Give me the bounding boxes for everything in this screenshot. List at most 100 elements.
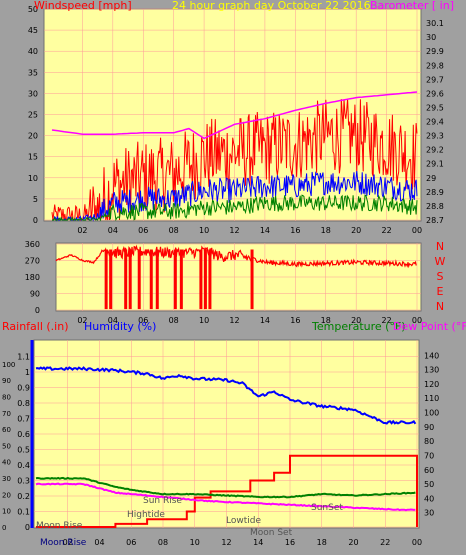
direction-x-axis: 02 04 06 08 10 12 14 16 18 20 22 00 <box>77 316 422 325</box>
sunset-annotation: SunSet <box>311 503 343 513</box>
direction-x-tick: 12 <box>229 316 239 325</box>
wind-x-tick: 14 <box>260 226 270 235</box>
humidity-y-tick: 0 <box>2 524 6 532</box>
temperature-label: Temperature (°F) <box>311 320 406 333</box>
rain-x-tick: 18 <box>317 538 327 547</box>
barometer-y-tick: 29.2 <box>426 146 444 155</box>
temperature-y-tick: 60 <box>424 466 434 475</box>
wind-y-tick: 20 <box>28 132 38 141</box>
direction-y-tick: 90 <box>30 290 40 299</box>
direction-y-tick: 360 <box>25 240 40 249</box>
wind-x-tick: 02 <box>77 226 87 235</box>
rain-x-tick: 16 <box>285 538 295 547</box>
temperature-y-tick: 70 <box>424 451 434 460</box>
rain-y-tick: 0.2 <box>17 492 30 501</box>
temperature-y-tick: 30 <box>424 509 434 518</box>
direction-spike <box>199 249 203 310</box>
direction-spike <box>179 249 183 310</box>
temperature-y-tick: 130 <box>424 366 439 375</box>
wind-x-tick: 18 <box>321 226 331 235</box>
rain-y-axis: 0 0.1 0.2 0.3 0.4 0.5 0.6 0.7 0.8 0.9 1 1.1 <box>17 353 30 533</box>
barometer-y-tick: 29.9 <box>426 47 444 56</box>
direction-y-tick: 0 <box>35 306 40 315</box>
wind-y-tick: 50 <box>28 5 38 14</box>
windspeed-label: Windspeed [mph] <box>34 0 132 12</box>
rain-y-tick: 0.1 <box>17 508 30 517</box>
rain-x-tick: 06 <box>126 538 136 547</box>
wind-x-tick: 12 <box>229 226 239 235</box>
barometer-y-axis: 28.7 28.8 28.9 29 29.1 29.2 29.3 29.4 29.5 29.6 29… <box>426 19 444 225</box>
temperature-y-tick: 110 <box>424 394 439 403</box>
barometer-y-tick: 28.7 <box>426 216 444 225</box>
direction-x-tick: 02 <box>77 316 87 325</box>
rain-y-tick: 0 <box>25 523 30 532</box>
wind-y-tick: 15 <box>28 153 38 162</box>
sunrise-annotation: Sun Rise <box>143 496 182 506</box>
temperature-y-tick: 90 <box>424 423 434 432</box>
temperature-series <box>35 476 416 499</box>
temperature-y-tick: 140 <box>424 351 439 360</box>
rain-y-tick: 0.3 <box>17 477 30 486</box>
direction-x-tick: 08 <box>169 316 179 325</box>
wind-y-tick: 30 <box>28 89 38 98</box>
rain-y-tick: 0.8 <box>17 399 30 408</box>
rain-x-tick: 04 <box>94 538 104 547</box>
direction-y-axis: 0 90 180 270 360 <box>25 240 40 315</box>
wind-x-tick: 20 <box>351 226 361 235</box>
direction-trace <box>55 244 417 269</box>
dewpoint-series <box>35 482 416 512</box>
direction-spike <box>203 249 207 310</box>
humidity-y-tick: 10 <box>2 508 11 516</box>
humidity-y-tick: 80 <box>2 393 11 401</box>
direction-spike <box>149 249 153 310</box>
rain-y-tick: 1.1 <box>17 353 30 362</box>
barometer-y-tick: 28.9 <box>426 188 444 197</box>
wind-y-tick: 40 <box>28 47 38 56</box>
direction-x-tick: 00 <box>412 316 422 325</box>
wind-y-tick: 0 <box>33 216 38 225</box>
compass-letter: N <box>436 300 444 313</box>
barometer-y-tick: 30 <box>426 33 436 42</box>
barometer-y-tick: 29.4 <box>426 118 444 127</box>
temperature-y-tick: 50 <box>424 480 434 489</box>
direction-y-tick: 180 <box>25 273 40 282</box>
temperature-y-tick: 80 <box>424 437 434 446</box>
barometer-y-tick: 28.8 <box>426 202 444 211</box>
moonrise-annotation: Moon Rise <box>36 521 83 531</box>
wind-avg-green-series <box>52 194 418 222</box>
barometer-y-tick: 30.1 <box>426 19 444 28</box>
humidity-y-tick: 60 <box>2 426 11 434</box>
rain-x-tick: 02 <box>63 538 73 547</box>
rain-y-tick: 1 <box>25 368 30 377</box>
direction-x-tick: 10 <box>199 316 209 325</box>
compass-letter: E <box>437 285 444 298</box>
rainfall-series <box>36 454 418 528</box>
direction-x-tick: 04 <box>108 316 118 325</box>
direction-x-tick: 06 <box>138 316 148 325</box>
direction-x-tick: 20 <box>351 316 361 325</box>
barometer-series <box>51 91 418 140</box>
humidity-y-axis: 0 10 20 30 40 50 60 70 80 90 100 <box>2 361 15 532</box>
direction-x-tick: 16 <box>290 316 300 325</box>
wind-y-tick: 10 <box>28 174 38 183</box>
compass-letter: N <box>436 240 444 253</box>
wind-y-axis: 0 5 10 15 20 25 30 35 40 45 50 <box>28 5 38 225</box>
wind-avg-blue-series <box>52 170 418 222</box>
temperature-y-tick: 40 <box>424 494 434 503</box>
direction-spike <box>128 249 132 310</box>
rain-x-tick: 14 <box>253 538 263 547</box>
wind-x-tick: 00 <box>412 226 422 235</box>
compass-letter: S <box>437 270 444 283</box>
direction-y-tick: 270 <box>25 257 40 266</box>
rain-y-tick: 0.7 <box>17 415 30 424</box>
barometer-y-tick: 29.6 <box>426 89 444 98</box>
humidity-y-tick: 70 <box>2 410 11 418</box>
moonrise-footer-label: Moon Rise <box>40 538 87 548</box>
rain-y-tick: 0.5 <box>17 446 30 455</box>
direction-x-tick: 14 <box>260 316 270 325</box>
barometer-y-tick: 29 <box>426 174 436 183</box>
wind-x-tick: 10 <box>199 226 209 235</box>
temperature-y-tick: 120 <box>424 380 439 389</box>
barometer-y-tick: 29.7 <box>426 75 444 84</box>
humidity-y-tick: 50 <box>2 442 11 450</box>
